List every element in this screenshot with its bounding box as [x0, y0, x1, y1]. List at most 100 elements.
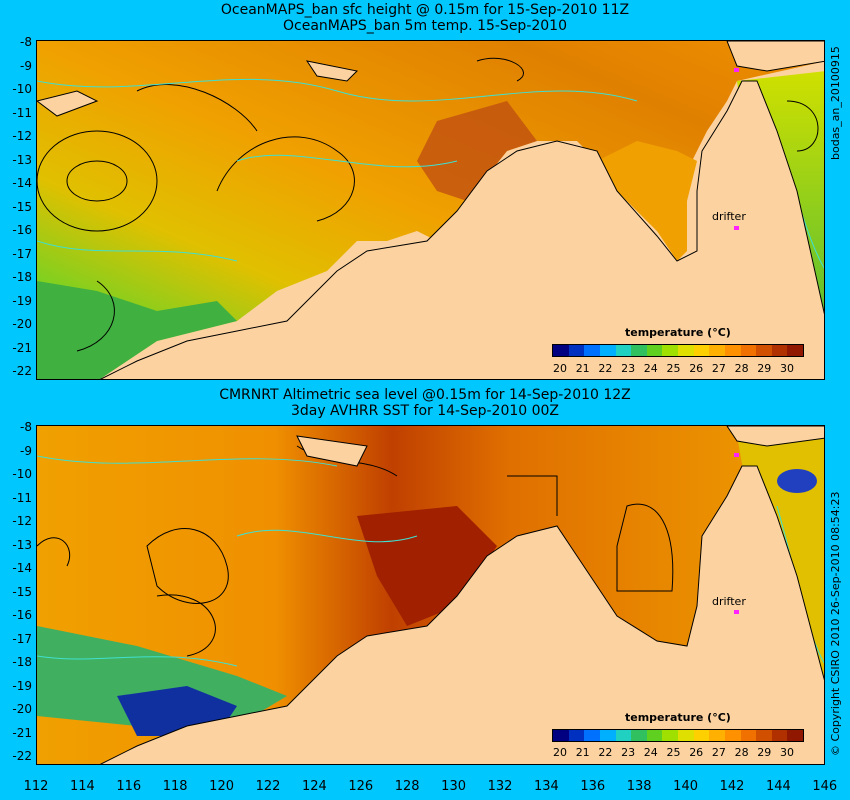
top-colorbar-label: 23	[621, 362, 636, 375]
top-colorbar-label: 21	[575, 362, 590, 375]
bottom-y-tick-label: -11	[12, 490, 32, 505]
top-colorbar-swatch	[599, 345, 616, 356]
bottom-colorbar-label: 24	[643, 746, 658, 759]
x-tick-label: 138	[626, 779, 652, 794]
top-colorbar-label: 22	[598, 362, 613, 375]
bottom-colorbar-label: 20	[553, 746, 567, 759]
top-colorbar-swatch	[724, 345, 741, 356]
top-drifter-marker[interactable]	[734, 226, 739, 230]
top-drifter-marker-2[interactable]	[734, 68, 739, 72]
x-tick-label: 114	[69, 779, 95, 794]
x-tick-label: 124	[301, 779, 327, 794]
x-tick-label: 134	[533, 779, 559, 794]
x-tick-label: 132	[487, 779, 513, 794]
bottom-colorbar-title: temperature (°C)	[625, 711, 731, 724]
bottom-colorbar-swatch	[615, 730, 632, 741]
bottom-colorbar	[552, 729, 804, 742]
bottom-colorbar-swatch	[756, 730, 772, 741]
top-y-tick-label: -12	[12, 129, 32, 143]
bottom-y-tick-label: -15	[12, 584, 32, 599]
top-y-tick-label: -16	[12, 223, 32, 237]
bottom-drifter-marker-2[interactable]	[734, 453, 739, 457]
bottom-colorbar-label: 30	[780, 746, 794, 759]
bottom-map-panel[interactable]	[36, 425, 825, 765]
x-tick-label: 140	[673, 779, 698, 794]
top-colorbar-label: 30	[780, 362, 794, 375]
top-y-tick-label: -19	[12, 293, 32, 308]
top-map-panel[interactable]	[36, 40, 825, 380]
top-colorbar-swatch	[615, 345, 632, 356]
bottom-coast-land	[99, 465, 824, 764]
top-colorbar-label: 28	[734, 362, 749, 375]
bottom-panel-subtitle: 3day AVHRR SST for 14-Sep-2010 00Z	[290, 403, 560, 419]
top-y-tick-label: -22	[12, 364, 32, 378]
x-tick-label: 112	[23, 779, 49, 794]
bottom-y-tick-label: -14	[12, 561, 32, 575]
top-colorbar-label: 29	[757, 362, 772, 375]
top-height-contours	[37, 57, 819, 352]
top-y-tick-label: -15	[12, 199, 32, 214]
bottom-y-tick-label: -9	[20, 443, 32, 458]
bottom-colorbar-label: 23	[621, 746, 636, 759]
top-colorbar-swatch	[693, 345, 710, 356]
bottom-y-tick-label: -18	[12, 655, 32, 669]
top-y-tick-label: -20	[12, 317, 32, 331]
bottom-colorbar-label: 26	[689, 746, 704, 759]
top-colorbar-label: 25	[666, 362, 681, 375]
top-colorbar-swatch	[771, 345, 788, 356]
bottom-colorbar-label: 28	[734, 746, 749, 759]
bottom-y-tick-label: -16	[12, 608, 32, 622]
bottom-y-tick-label: -10	[12, 467, 32, 481]
bottom-y-tick-label: -19	[12, 678, 32, 693]
x-tick-label: 120	[209, 779, 234, 794]
top-colorbar-swatch	[662, 345, 678, 356]
bottom-side-label: © Copyright CSIRO 2010 26-Sep-2010 08:54…	[829, 491, 842, 757]
top-colorbar-label: 24	[643, 362, 658, 375]
top-colorbar-swatch	[631, 345, 647, 356]
bottom-y-tick-label: -22	[12, 749, 32, 763]
top-island-3	[726, 41, 824, 72]
top-y-tick-label: -8	[20, 35, 32, 49]
bottom-y-tick-label: -12	[12, 514, 32, 528]
bottom-colorbar-label: 29	[757, 746, 772, 759]
bottom-island-2	[726, 426, 824, 447]
top-colorbar-swatch	[568, 345, 585, 356]
bottom-colorbar-swatch	[771, 730, 788, 741]
top-island-2	[305, 60, 359, 82]
bottom-colorbar-label: 25	[666, 746, 681, 759]
top-panel-title: OceanMAPS_ban sfc height @ 0.15m for 15-…	[220, 2, 630, 18]
bottom-colorbar-swatch	[631, 730, 647, 741]
top-dark-region	[417, 101, 537, 201]
top-colorbar	[552, 344, 804, 357]
top-colorbar-swatch	[740, 345, 757, 356]
top-coast-land	[99, 80, 824, 379]
bottom-y-tick-label: -17	[12, 631, 32, 646]
x-tick-label: 130	[441, 779, 466, 794]
bottom-map-svg	[37, 426, 824, 764]
top-colorbar-label: 26	[689, 362, 704, 375]
top-colorbar-title: temperature (°C)	[625, 326, 731, 339]
top-y-tick-label: -17	[12, 246, 32, 261]
bottom-drifter-marker[interactable]	[734, 610, 739, 614]
x-tick-label: 144	[765, 779, 791, 794]
bottom-colorbar-label: 27	[711, 746, 726, 759]
top-y-tick-label: -9	[20, 58, 32, 73]
x-tick-label: 126	[348, 779, 374, 794]
bottom-colorbar-label: 21	[575, 746, 590, 759]
top-y-tick-label: -14	[12, 176, 32, 190]
bottom-drifter-label: drifter	[712, 595, 746, 608]
top-gulf-sea	[597, 141, 697, 261]
bottom-colorbar-swatch	[678, 730, 694, 741]
bottom-colorbar-swatch	[724, 730, 741, 741]
x-tick-label: 118	[162, 779, 188, 794]
top-side-label: bodas_an_20100915	[829, 46, 842, 160]
bottom-y-tick-label: -8	[20, 420, 32, 434]
top-colorbar-swatch	[787, 345, 803, 356]
top-y-tick-label: -21	[12, 340, 32, 355]
bottom-panel-title: CMRNRT Altimetric sea level @0.15m for 1…	[219, 387, 631, 403]
bottom-colorbar-label: 22	[598, 746, 613, 759]
top-colorbar-swatch	[646, 345, 663, 356]
bottom-colorbar-swatch	[599, 730, 616, 741]
top-panel-subtitle: OceanMAPS_ban 5m temp. 15-Sep-2010	[282, 18, 567, 34]
top-colorbar-swatch	[709, 345, 725, 356]
